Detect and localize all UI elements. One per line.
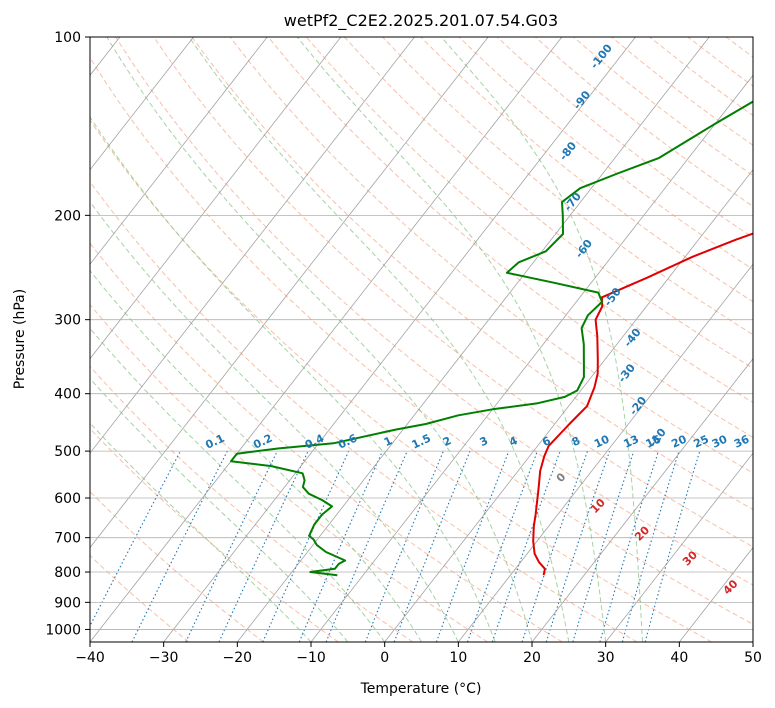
- moist-adiabat: [90, 377, 349, 642]
- dry-adiabat: [382, 37, 753, 336]
- plot-area: -100-90-80-70-60-50-40-30-20-100.1 0.2 0.4…: [90, 37, 753, 642]
- mixing-ratio-line: [325, 450, 408, 642]
- mixing-ratio-line: [621, 450, 680, 642]
- y-tick-label: 300: [54, 313, 81, 329]
- mixing-ratio-line: [572, 450, 635, 642]
- mixing-ratio-label: 13: [622, 433, 641, 451]
- x-tick-label: 10: [449, 650, 467, 666]
- mixing-ratio-line: [545, 450, 611, 642]
- mixing-ratio-line: [599, 450, 660, 642]
- mixing-ratio-line: [466, 450, 538, 642]
- moist-adiabat: [90, 200, 459, 642]
- moist-adiabat: [188, 37, 570, 642]
- moist-adiabat: [296, 37, 607, 642]
- isotherm: [237, 37, 710, 642]
- moist-adiabat: [106, 37, 533, 642]
- y-tick-label: 500: [54, 444, 81, 460]
- moist-adiabat: [90, 269, 422, 642]
- x-tick-label: −40: [75, 650, 105, 666]
- dry-adiabat: [90, 365, 414, 642]
- dry-adiabat: [90, 303, 488, 642]
- isotherms: [90, 37, 753, 642]
- isotherm: [458, 263, 753, 642]
- y-tick-label: 900: [54, 595, 81, 611]
- x-axis-ticks: −40 −30 −20 −10 0 10 20 30 40 50: [75, 642, 762, 666]
- isotherm: [90, 37, 342, 360]
- x-tick-label: 20: [523, 650, 541, 666]
- x-tick-label: −10: [296, 650, 326, 666]
- moist-adiabat: [90, 327, 386, 642]
- isotherm: [90, 37, 489, 549]
- mixing-ratio-line: [435, 450, 510, 642]
- y-axis-ticks: 100 200 300 400 500 600 700 800 900 1000: [45, 30, 90, 638]
- x-tick-label: −30: [149, 650, 179, 666]
- x-tick-label: 50: [744, 650, 762, 666]
- isotherm: [90, 37, 268, 265]
- y-tick-label: 800: [54, 565, 81, 581]
- y-axis-label: Pressure (hPa): [12, 289, 28, 389]
- isotherm: [605, 452, 753, 642]
- y-tick-label: 1000: [45, 622, 81, 638]
- y-tick-label: 200: [54, 208, 81, 224]
- pressure-gridlines: [90, 37, 753, 630]
- x-tick-label: 30: [597, 650, 615, 666]
- mixing-ratio-label: 10: [592, 432, 612, 450]
- moist-adiabat: [440, 37, 643, 642]
- y-tick-label: 400: [54, 387, 81, 403]
- mixing-ratio-label: 36: [732, 432, 752, 450]
- isotherm: [384, 169, 753, 642]
- plot-frame: [89, 36, 754, 643]
- mixing-ratio-line: [364, 450, 444, 642]
- dry-adiabat: [344, 37, 753, 369]
- isotherm: [163, 37, 636, 642]
- x-tick-label: −20: [223, 650, 253, 666]
- dry-adiabat: [90, 242, 563, 642]
- isotherm: [90, 37, 415, 454]
- mixing-ratio-line: [262, 450, 350, 642]
- dry-adiabat: [90, 56, 753, 625]
- mixing-ratio-label: 30: [710, 432, 730, 450]
- dry-adiabat: [90, 490, 264, 642]
- sounding-series: [230, 100, 753, 577]
- isotherm: [310, 74, 753, 642]
- dry-adiabat: [90, 554, 190, 642]
- isotherm: [531, 358, 753, 642]
- y-tick-label: 600: [54, 491, 81, 507]
- mixing-ratio-line: [521, 450, 589, 642]
- mixing-ratio-label: 25: [692, 433, 711, 451]
- dry-adiabat: [90, 119, 712, 642]
- dry-adiabat: [90, 181, 638, 642]
- mixing-ratio-label: 20: [669, 432, 689, 450]
- isotherm: [90, 37, 194, 171]
- dry-adiabat: [229, 37, 753, 474]
- mixing-ratio-label: 16: [644, 432, 664, 450]
- mixing-ratio-line: [491, 450, 561, 642]
- x-axis-label: Temperature (°C): [360, 681, 482, 697]
- y-tick-label: 700: [54, 531, 81, 547]
- temperature-line: [532, 232, 753, 576]
- isotherm: [90, 37, 563, 642]
- y-tick-label: 100: [54, 30, 81, 46]
- dry-adiabat: [115, 37, 753, 586]
- dewpoint-line: [230, 100, 753, 577]
- x-tick-label: 0: [380, 650, 389, 666]
- chart-title: wetPf2_C2E2.2025.201.07.54.G03: [284, 11, 558, 31]
- dry-adiabat: [305, 37, 753, 403]
- moist-adiabat: [90, 116, 496, 642]
- x-tick-label: 40: [670, 650, 688, 666]
- mixing-ratio-line: [298, 450, 384, 642]
